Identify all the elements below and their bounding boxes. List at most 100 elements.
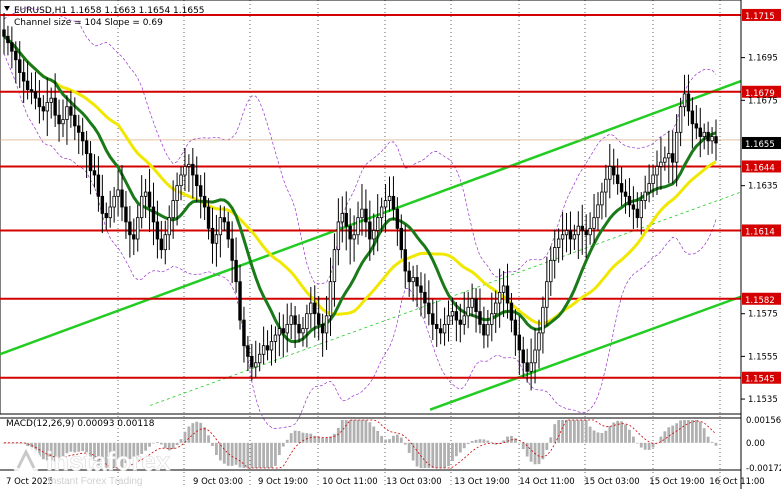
- candle: [556, 228, 561, 263]
- candle: [10, 26, 14, 69]
- macd-bar: [612, 422, 616, 443]
- candle: [501, 270, 506, 318]
- macd-bar: [45, 442, 49, 461]
- candle: [214, 214, 219, 267]
- candle: [297, 314, 301, 343]
- candle-body: [257, 353, 262, 364]
- price-candles: [2, 12, 718, 391]
- candle-body: [21, 72, 26, 82]
- current-price-label: 1.1655: [745, 140, 775, 150]
- candle: [482, 306, 486, 349]
- candle-body: [545, 281, 549, 308]
- macd-bar: [616, 420, 620, 443]
- macd-indicator: 0.00156 0.00 -0.00172: [0, 416, 781, 474]
- candle: [612, 148, 616, 185]
- collapse-arrow-icon[interactable]: [4, 6, 10, 11]
- candle: [202, 172, 207, 221]
- macd-bar: [2, 442, 6, 444]
- candle: [647, 164, 651, 203]
- candle: [387, 176, 392, 212]
- macd-bar: [604, 430, 608, 443]
- macd-bar: [431, 442, 435, 468]
- macd-bar: [521, 442, 525, 450]
- candle: [415, 264, 419, 308]
- macd-tick-label: 0.00156: [746, 416, 781, 426]
- candle-body: [277, 328, 282, 336]
- candle: [564, 212, 569, 253]
- candle-body: [132, 234, 136, 240]
- candle-body: [269, 341, 274, 351]
- candle-body: [690, 110, 695, 125]
- macd-bar: [144, 442, 148, 451]
- price-tick-label: 1.1535: [748, 395, 778, 405]
- macd-bar: [250, 442, 254, 468]
- candle: [332, 233, 337, 307]
- macd-bar: [380, 435, 384, 443]
- candle-body: [336, 221, 341, 251]
- candle-body: [537, 332, 541, 351]
- candle: [706, 121, 710, 155]
- candle: [132, 218, 136, 256]
- candle: [525, 348, 529, 383]
- candle-body: [419, 285, 423, 293]
- candle-body: [411, 277, 415, 283]
- candle-body: [572, 234, 577, 240]
- candle: [69, 90, 73, 128]
- time-label: 15 Oct 19:00: [649, 477, 704, 487]
- candle-body: [647, 183, 651, 193]
- candle: [289, 302, 293, 340]
- candle: [541, 296, 545, 354]
- candle-body: [69, 106, 73, 116]
- macd-bar: [639, 442, 643, 448]
- macd-bar: [246, 442, 250, 468]
- candle: [226, 212, 230, 248]
- candle: [395, 197, 400, 246]
- candle-body: [61, 119, 65, 125]
- candle-body: [316, 313, 321, 325]
- candle: [631, 186, 636, 229]
- macd-bar: [549, 437, 553, 443]
- candle: [257, 342, 262, 372]
- time-label: 7 Oct 2025: [6, 477, 53, 487]
- candle: [301, 316, 305, 347]
- candle: [88, 141, 93, 195]
- candle-body: [187, 163, 191, 167]
- level-label: 1.1582: [745, 296, 775, 306]
- candle-body: [494, 302, 498, 315]
- candle-body: [33, 91, 38, 99]
- candle-body: [706, 131, 710, 142]
- macd-bar: [195, 421, 199, 443]
- macd-bar: [116, 442, 120, 468]
- macd-bar: [333, 433, 336, 443]
- macd-bar: [407, 442, 411, 453]
- candle-body: [549, 259, 553, 283]
- candle-body: [167, 217, 171, 236]
- macd-bar: [49, 442, 53, 461]
- macd-bar: [435, 442, 439, 468]
- candle-body: [53, 97, 57, 116]
- macd-bar: [57, 442, 61, 460]
- candle-body: [289, 315, 293, 325]
- candle-body: [505, 285, 510, 304]
- candle: [462, 291, 466, 335]
- candle-body: [57, 114, 61, 125]
- candle: [608, 144, 612, 199]
- candle-body: [332, 249, 337, 283]
- candle-body: [143, 191, 148, 197]
- macd-bar: [274, 442, 277, 466]
- macd-bar: [238, 442, 242, 468]
- candle: [210, 207, 215, 264]
- candle-body: [77, 125, 81, 133]
- macd-bar: [215, 442, 218, 456]
- candle-body: [73, 114, 77, 127]
- candle-body: [344, 213, 348, 227]
- candle-body: [183, 166, 187, 176]
- candle-body: [556, 238, 561, 248]
- candle: [163, 220, 167, 265]
- candle: [356, 201, 360, 245]
- candle-body: [612, 166, 616, 176]
- candle: [454, 301, 459, 342]
- candle-body: [96, 174, 101, 197]
- candle: [261, 326, 266, 365]
